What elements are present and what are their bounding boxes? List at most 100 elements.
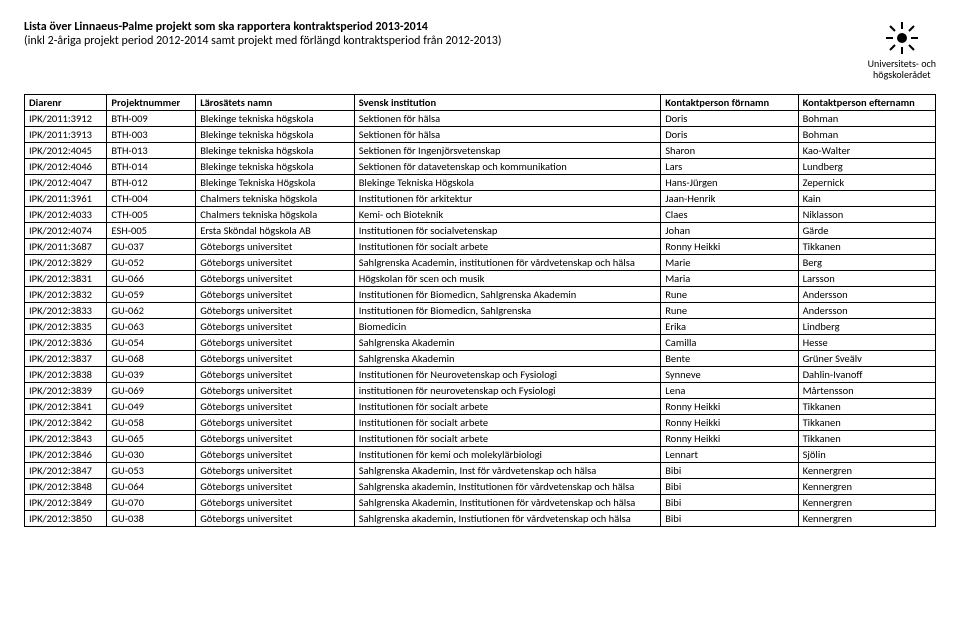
table-cell: IPK/2012:4046 [25,159,107,175]
table-body: IPK/2011:3912BTH-009Blekinge tekniska hö… [25,111,936,527]
table-cell: Blekinge tekniska högskola [196,111,355,127]
table-cell: Göteborgs universitet [196,367,355,383]
table-cell: Göteborgs universitet [196,351,355,367]
table-cell: Synneve [661,367,798,383]
table-cell: Göteborgs universitet [196,447,355,463]
table-cell: Institutionen för socialvetenskap [354,223,660,239]
table-cell: Mårtensson [798,383,935,399]
table-row: IPK/2012:3839GU-069Göteborgs universitet… [25,383,936,399]
table-cell: Göteborgs universitet [196,479,355,495]
table-cell: Claes [661,207,798,223]
table-cell: IPK/2012:3835 [25,319,107,335]
table-cell: IPK/2011:3912 [25,111,107,127]
table-head: Diarenr Projektnummer Lärosätets namn Sv… [25,95,936,111]
table-cell: Erika [661,319,798,335]
table-cell: Johan [661,223,798,239]
table-cell: Blekinge Tekniska Högskola [196,175,355,191]
table-cell: Sektionen för hälsa [354,127,660,143]
table-row: IPK/2012:3841GU-049Göteborgs universitet… [25,399,936,415]
table-cell: IPK/2012:3832 [25,287,107,303]
table-row: IPK/2012:3831GU-066Göteborgs universitet… [25,271,936,287]
table-cell: Sektionen för Ingenjörsvetenskap [354,143,660,159]
table-cell: IPK/2012:3847 [25,463,107,479]
table-row: IPK/2011:3913BTH-003Blekinge tekniska hö… [25,127,936,143]
table-cell: ESH-005 [107,223,196,239]
table-cell: Bibi [661,511,798,527]
table-row: IPK/2012:3842GU-058Göteborgs universitet… [25,415,936,431]
table-cell: Göteborgs universitet [196,239,355,255]
table-row: IPK/2012:3837GU-068Göteborgs universitet… [25,351,936,367]
table-cell: Chalmers tekniska högskola [196,191,355,207]
table-cell: IPK/2012:3842 [25,415,107,431]
table-cell: Gärde [798,223,935,239]
table-cell: Lindberg [798,319,935,335]
table-cell: GU-068 [107,351,196,367]
table-cell: Berg [798,255,935,271]
table-row: IPK/2012:3843GU-065Göteborgs universitet… [25,431,936,447]
table-cell: Göteborgs universitet [196,383,355,399]
table-cell: Institutionen för Neurovetenskap och Fys… [354,367,660,383]
table-cell: Zepernick [798,175,935,191]
table-cell: Marie [661,255,798,271]
table-cell: IPK/2012:3846 [25,447,107,463]
table-cell: GU-066 [107,271,196,287]
table-cell: Kennergren [798,495,935,511]
table-cell: Sahlgrenska akademin, Institutionen för … [354,479,660,495]
table-cell: GU-063 [107,319,196,335]
table-cell: IPK/2011:3961 [25,191,107,207]
table-cell: Hesse [798,335,935,351]
table-cell: Institutionen för socialt arbete [354,415,660,431]
table-row: IPK/2012:4074ESH-005Ersta Sköndal högsko… [25,223,936,239]
table-cell: GU-054 [107,335,196,351]
logo-text-line2: högskolerådet [868,69,936,80]
table-row: IPK/2011:3961CTH-004Chalmers tekniska hö… [25,191,936,207]
table-cell: IPK/2012:3849 [25,495,107,511]
table-cell: Sahlgrenska Akademin [354,351,660,367]
table-cell: Göteborgs universitet [196,303,355,319]
table-cell: Göteborgs universitet [196,271,355,287]
table-cell: Sjölin [798,447,935,463]
table-cell: Lena [661,383,798,399]
table-cell: IPK/2012:4047 [25,175,107,191]
table-cell: IPK/2012:3839 [25,383,107,399]
table-row: IPK/2012:3848GU-064Göteborgs universitet… [25,479,936,495]
table-cell: Sharon [661,143,798,159]
table-cell: IPK/2011:3687 [25,239,107,255]
table-cell: GU-053 [107,463,196,479]
table-cell: Göteborgs universitet [196,415,355,431]
table-cell: Ronny Heikki [661,415,798,431]
col-larosatets-namn: Lärosätets namn [196,95,355,111]
table-cell: BTH-012 [107,175,196,191]
table-cell: BTH-014 [107,159,196,175]
table-cell: Rune [661,303,798,319]
table-cell: Sektionen för hälsa [354,111,660,127]
table-cell: Grüner Sveälv [798,351,935,367]
table-row: IPK/2012:4045BTH-013Blekinge tekniska hö… [25,143,936,159]
table-cell: IPK/2012:4033 [25,207,107,223]
table-cell: GU-052 [107,255,196,271]
table-cell: IPK/2012:4074 [25,223,107,239]
table-cell: Ersta Sköndal högskola AB [196,223,355,239]
table-cell: Hans-Jürgen [661,175,798,191]
table-row: IPK/2012:3833GU-062Göteborgs universitet… [25,303,936,319]
title-main: Lista över Linnaeus-Palme projekt som sk… [24,20,868,34]
table-cell: Kennergren [798,511,935,527]
table-cell: Kao-Walter [798,143,935,159]
table-cell: Chalmers tekniska högskola [196,207,355,223]
table-cell: GU-038 [107,511,196,527]
table-cell: Blekinge tekniska högskola [196,127,355,143]
table-cell: CTH-004 [107,191,196,207]
table-row: IPK/2012:3836GU-054Göteborgs universitet… [25,335,936,351]
agency-logo: Universitets- och högskolerådet [868,20,936,80]
table-cell: IPK/2012:3836 [25,335,107,351]
table-cell: Jaan-Henrik [661,191,798,207]
table-cell: GU-058 [107,415,196,431]
table-cell: institutionen för neurovetenskap och Fys… [354,383,660,399]
table-cell: Andersson [798,303,935,319]
table-cell: Göteborgs universitet [196,431,355,447]
table-cell: Sahlgrenska Academin, institutionen för … [354,255,660,271]
table-cell: Lennart [661,447,798,463]
table-cell: GU-059 [107,287,196,303]
col-diarenr: Diarenr [25,95,107,111]
table-cell: Lars [661,159,798,175]
